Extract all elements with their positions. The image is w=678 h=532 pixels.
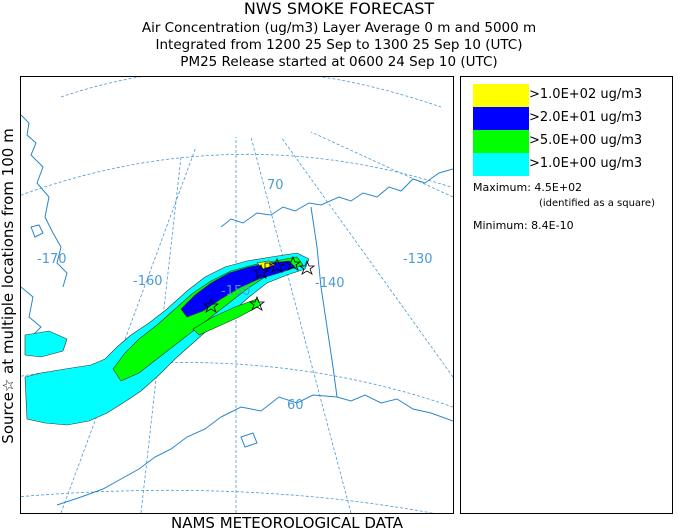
maximum-value: Maximum: 4.5E+02 [473,181,583,194]
met-data-label: NAMS METEOROLOGICAL DATA [171,514,403,532]
island-1 [30,224,44,238]
chukotka-coast [21,286,42,342]
lon-m140-line [250,136,352,513]
legend-panel: >1.0E+02 ug/m3 >2.0E+01 ug/m3 >5.0E+00 u… [460,76,673,514]
smoke-map: 70 60 -170 -160 -150 -140 -130 [21,77,453,513]
legend-label: >2.0E+01 ug/m3 [529,110,643,125]
siberia-coast [21,114,68,288]
lat-70-line [21,153,452,196]
legend-swatch [473,107,529,130]
legend-swatch [473,84,529,107]
lon-m130-label: -130 [403,252,433,267]
lon-m150-label: -150 [221,284,251,299]
source-side-label: Source☆ at multiple locations from 100 m [0,128,17,444]
alaska-north-coast [220,168,453,228]
source-star [252,263,270,279]
canada-border [310,206,338,398]
release-info: PM25 Release started at 0600 24 Sep 10 (… [180,54,498,70]
legend-item: >1.0E+00 ug/m3 [473,153,658,176]
legend-label: >1.0E+00 ug/m3 [529,156,643,171]
legend-swatch [473,130,529,153]
lat-70-label: 70 [267,178,284,193]
source-star [202,297,220,313]
plume-level-5 [112,256,304,382]
peninsula-coast [56,416,222,506]
legend-swatch [473,153,529,176]
map-panel: 70 60 -170 -160 -150 -140 -130 [20,76,454,514]
lon-m130-line [280,136,453,378]
legend-item: >2.0E+01 ug/m3 [473,107,658,130]
plume-level-1-west [24,330,68,358]
lat-80-line [60,77,442,108]
source-star [298,259,316,275]
source-star [248,295,266,311]
lat-60-label: 60 [287,398,304,413]
lon-m120-line [310,131,453,198]
concentration-subtitle: Air Concentration (ug/m3) Layer Average … [141,20,537,36]
forecast-title: NWS SMOKE FORECAST [243,0,435,18]
coastline [21,114,453,506]
legend-label: >5.0E+00 ug/m3 [529,133,643,148]
gulf-coast [220,394,338,418]
minimum-value: Minimum: 8.4E-10 [473,219,574,232]
integration-period: Integrated from 1200 25 Sep to 1300 25 S… [155,37,523,53]
maximum-square-marker [264,262,271,269]
maximum-note: (identified as a square) [539,198,655,209]
lon-m160-label: -160 [133,274,163,289]
legend-item: >5.0E+00 ug/m3 [473,130,658,153]
plume-level-5-branch [192,298,262,336]
source-star [284,255,302,271]
lat-50-line [21,489,435,513]
source-star [268,257,286,273]
graticule [21,77,453,513]
lon-m170-label: -170 [37,252,67,267]
legend-item: >1.0E+02 ug/m3 [473,84,658,107]
legend-label: >1.0E+02 ug/m3 [529,87,643,102]
lon-m160-line [60,146,197,513]
lat-60-line [21,362,453,408]
lon-m140-label: -140 [315,276,345,291]
source-markers [202,255,316,313]
island-3 [240,432,258,448]
graticule-labels: 70 60 -170 -160 -150 -140 -130 [37,178,433,413]
alaska-south-coast [336,394,453,422]
